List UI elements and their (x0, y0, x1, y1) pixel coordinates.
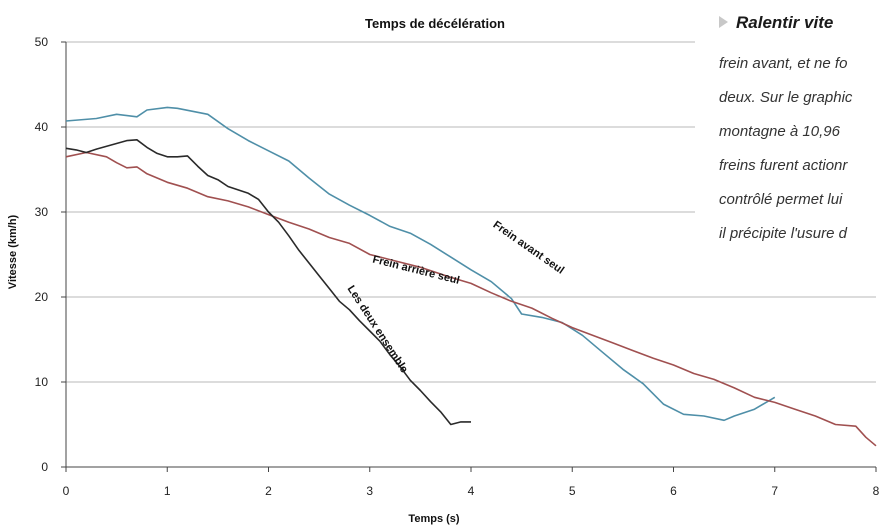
sidebar-line-5: contrôlé permet lui (719, 191, 843, 208)
grid-layer (66, 41, 876, 383)
y-axis-label: Vitesse (km/h) (7, 214, 19, 289)
sidebar-lines: frein avant, et ne fo deux. Sur le graphi… (719, 55, 853, 242)
y-tick-label-50: 50 (35, 35, 49, 49)
x-tick-label-6: 6 (670, 484, 677, 498)
play-triangle-icon (719, 16, 728, 28)
x-tick-label-5: 5 (569, 484, 576, 498)
sidebar-line-4: freins furent actionr (719, 157, 848, 174)
x-tick-label-1: 1 (164, 484, 171, 498)
sidebar-line-6: il précipite l'usure d (719, 225, 848, 242)
ticks-layer: 0 10 20 30 40 50 0 1 2 3 4 5 6 7 8 (35, 35, 880, 498)
sidebar-line-3: montagne à 10,96 (719, 123, 841, 140)
chart-title: Temps de décélération (365, 16, 505, 31)
y-tick-label-10: 10 (35, 375, 49, 389)
series-line-frein-avant-seul (65, 106, 776, 422)
y-tick-label-30: 30 (35, 205, 49, 219)
x-tick-label-3: 3 (366, 484, 373, 498)
sidebar-heading: Ralentir vite (736, 13, 833, 32)
series-line-frein-arriere-seul (65, 151, 877, 447)
x-axis-label: Temps (s) (408, 513, 459, 525)
sidebar-line-2: deux. Sur le graphic (719, 89, 853, 106)
x-tick-label-8: 8 (873, 484, 880, 498)
y-tick-label-20: 20 (35, 290, 49, 304)
sidebar-line-1: frein avant, et ne fo (719, 55, 847, 72)
x-tick-label-4: 4 (468, 484, 475, 498)
y-tick-label-40: 40 (35, 120, 49, 134)
x-tick-label-2: 2 (265, 484, 272, 498)
y-tick-label-0: 0 (41, 460, 48, 474)
sidebar-text-block: Ralentir vite frein avant, et ne fo deux.… (719, 13, 853, 242)
x-tick-label-0: 0 (63, 484, 70, 498)
x-tick-label-7: 7 (771, 484, 778, 498)
series-line-les-deux-ensemble (65, 139, 471, 426)
